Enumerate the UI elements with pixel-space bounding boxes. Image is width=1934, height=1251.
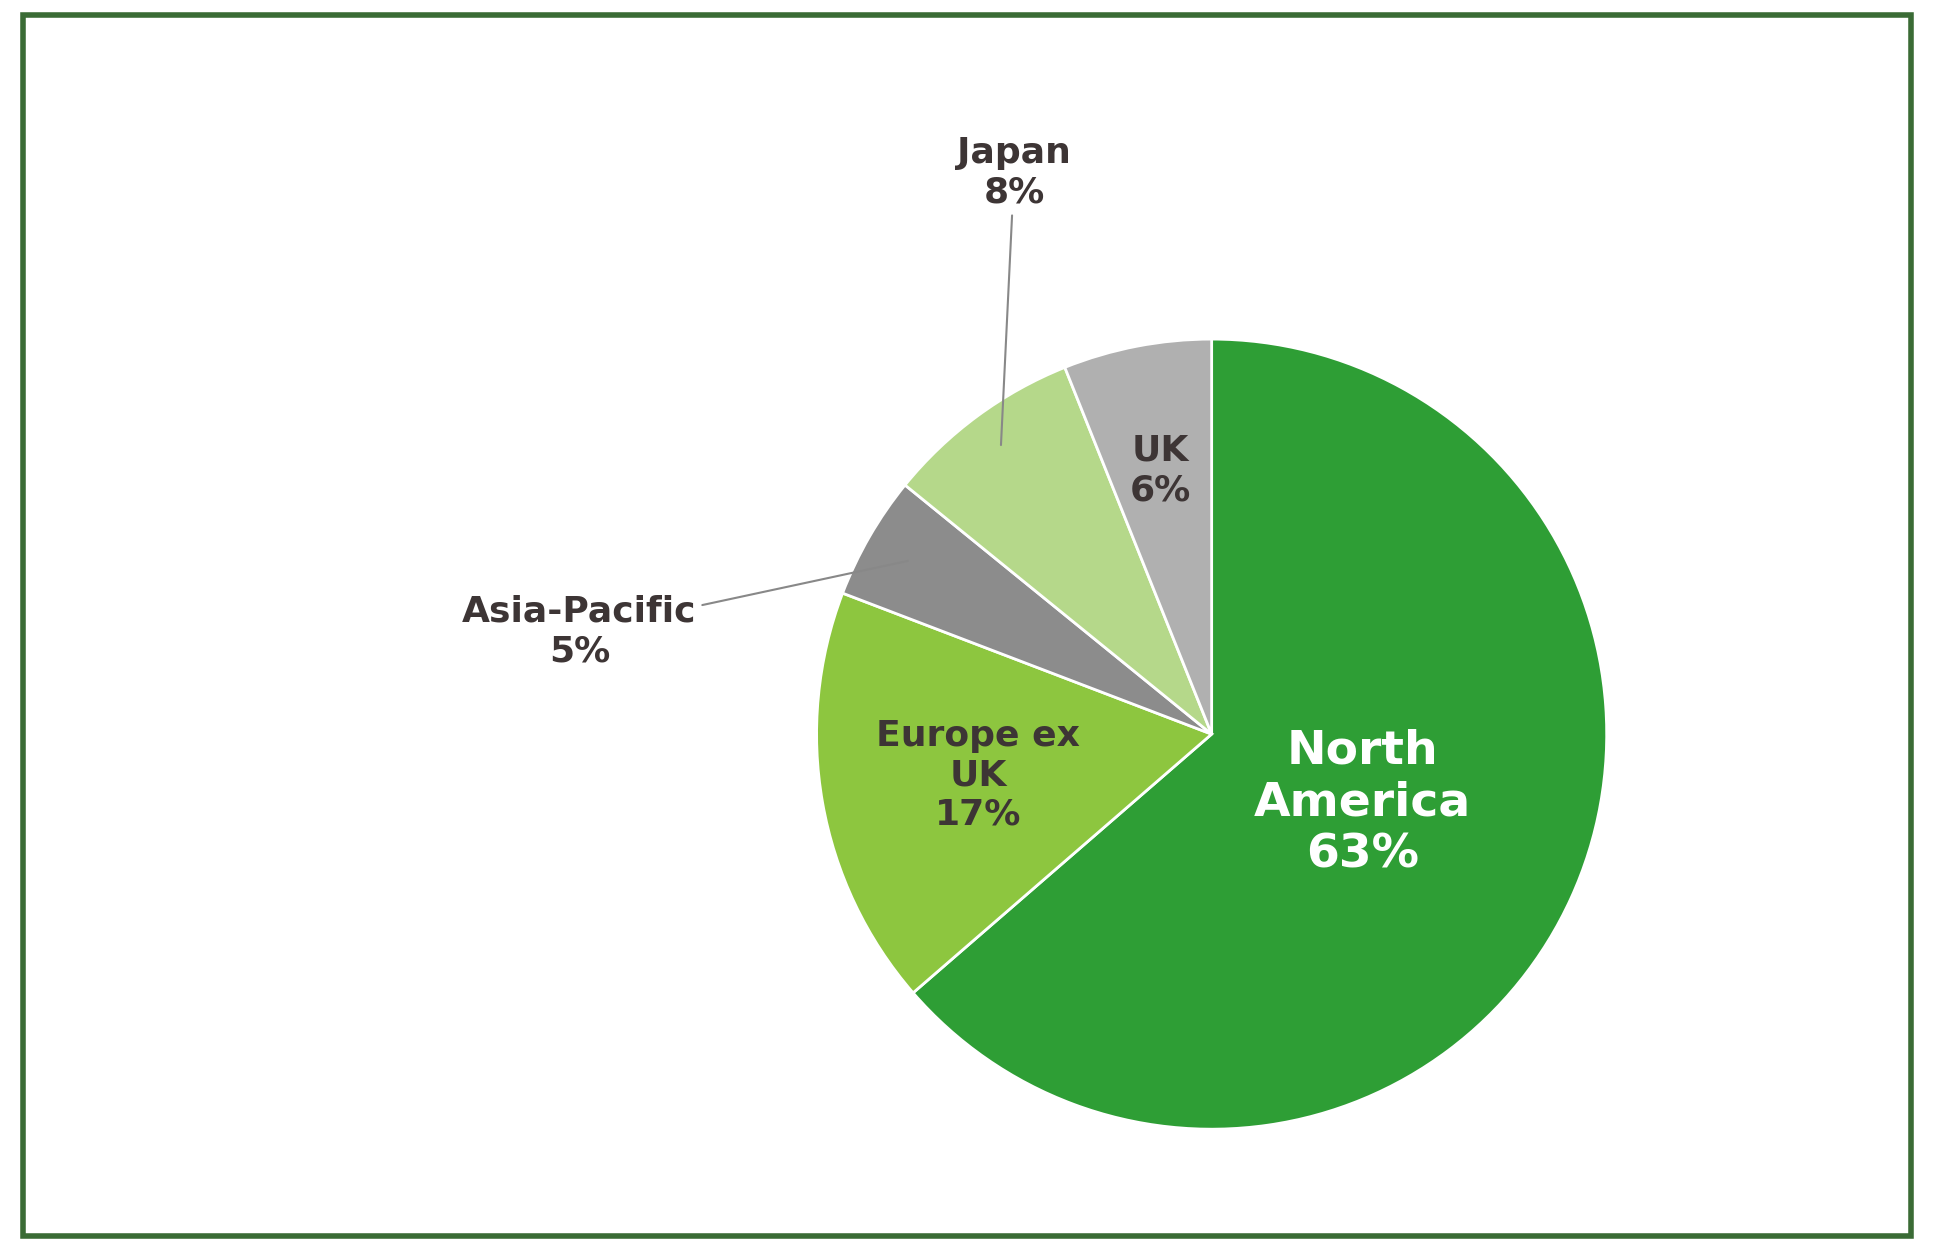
Wedge shape	[913, 339, 1607, 1130]
Text: Japan
8%: Japan 8%	[957, 136, 1071, 445]
Text: Asia-Pacific
5%: Asia-Pacific 5%	[462, 560, 907, 668]
Text: UK
6%: UK 6%	[1129, 434, 1191, 507]
Wedge shape	[816, 593, 1211, 993]
Wedge shape	[905, 368, 1211, 734]
Wedge shape	[1066, 339, 1211, 734]
Text: Europe ex
UK
17%: Europe ex UK 17%	[876, 719, 1081, 832]
Wedge shape	[843, 485, 1211, 734]
Text: North
America
63%: North America 63%	[1253, 728, 1472, 877]
